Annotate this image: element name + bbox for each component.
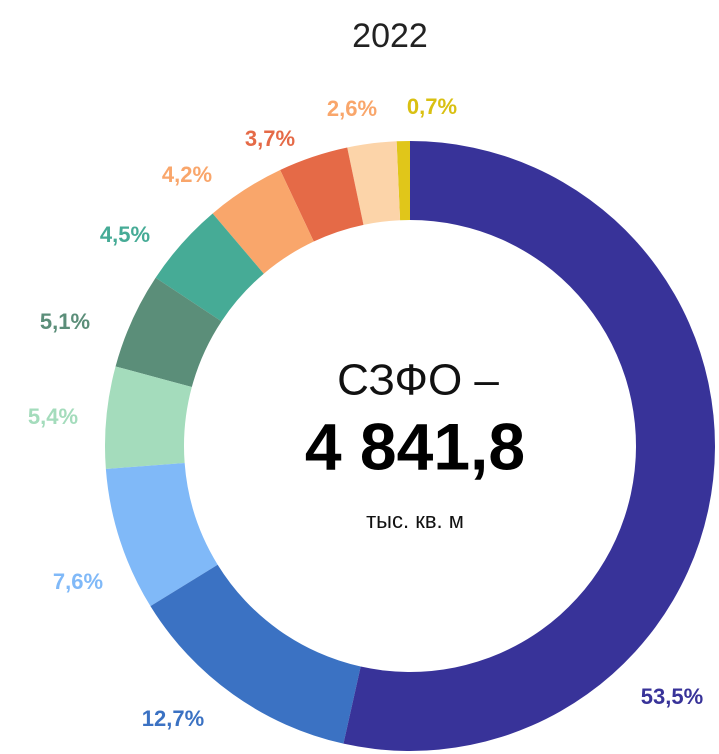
center-unit: тыс. кв. м bbox=[366, 508, 464, 533]
donut-slice bbox=[396, 141, 410, 221]
value-label: 3,7% bbox=[245, 126, 295, 151]
value-label: 5,1% bbox=[40, 309, 90, 334]
donut-slice bbox=[105, 463, 218, 607]
donut-slice bbox=[280, 147, 364, 242]
value-label: 2,6% bbox=[327, 96, 377, 121]
value-label: 0,7% bbox=[407, 94, 457, 119]
value-label: 53,5% bbox=[641, 684, 703, 709]
donut-slice bbox=[150, 564, 361, 744]
center-total: 4 841,8 bbox=[305, 409, 525, 483]
value-label: 12,7% bbox=[142, 706, 204, 731]
value-label: 7,6% bbox=[53, 569, 103, 594]
value-label: 5,4% bbox=[28, 404, 78, 429]
value-label: 4,2% bbox=[162, 162, 212, 187]
donut-slice bbox=[105, 366, 192, 469]
donut-slice bbox=[155, 213, 264, 322]
donut-slice bbox=[343, 141, 715, 751]
donut-slice bbox=[212, 170, 314, 274]
donut-slice bbox=[115, 277, 222, 388]
value-label: 4,5% bbox=[100, 222, 150, 247]
center-region: СЗФО – bbox=[337, 356, 499, 405]
chart-title: 2022 bbox=[352, 17, 428, 55]
donut-slice bbox=[347, 141, 401, 225]
